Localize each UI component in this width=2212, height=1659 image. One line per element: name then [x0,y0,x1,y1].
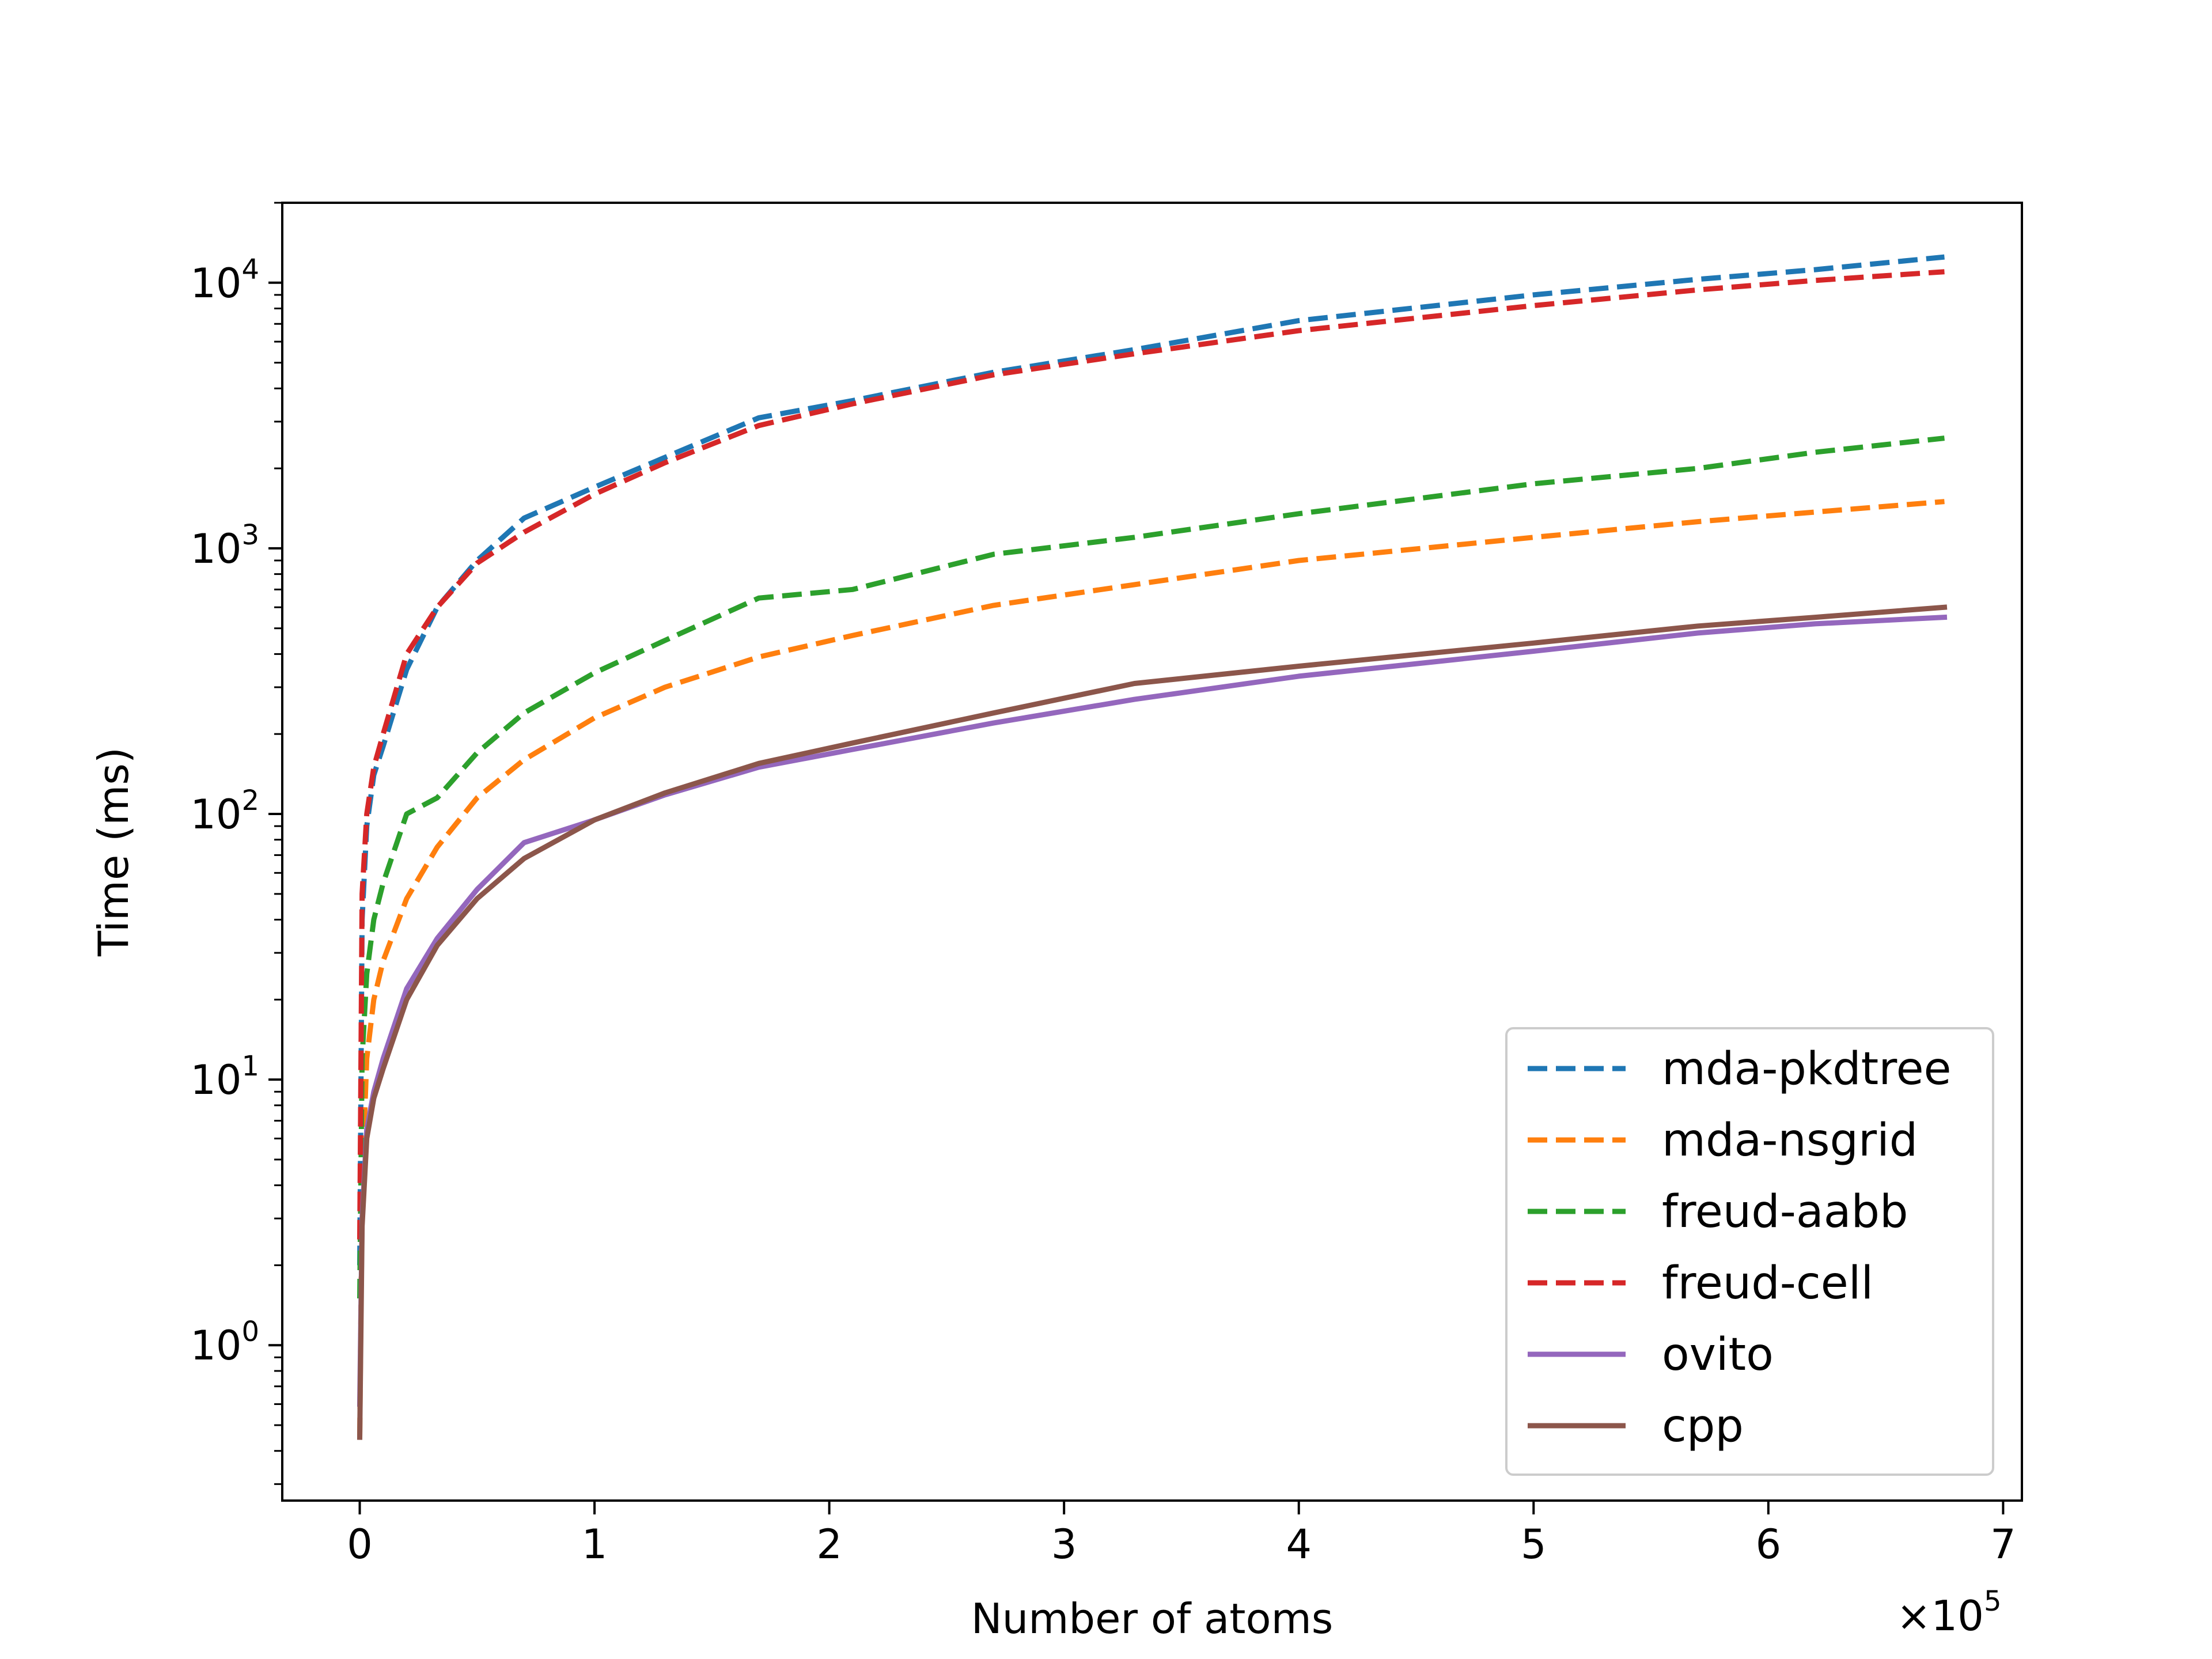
legend-label-mda-pkdtree: mda-pkdtree [1662,1043,1952,1095]
legend-label-freud-cell: freud-cell [1662,1257,1873,1309]
y-tick-label-1: 101 [190,1050,259,1104]
legend-label-ovito: ovito [1662,1329,1774,1381]
y-tick-exponent: 1 [241,1050,259,1082]
x-offset-exponent: 5 [1984,1585,2002,1618]
x-tick-label-1: 1 [582,1521,608,1568]
legend-label-mda-nsgrid: mda-nsgrid [1662,1115,1918,1166]
x-tick-label-6: 6 [1756,1521,1782,1568]
x-tick-label-3: 3 [1051,1521,1077,1568]
y-tick-label-2: 102 [190,785,259,838]
y-tick-base: 10 [190,791,241,838]
series-line-mda-nsgrid [357,499,1945,1438]
y-tick-exponent: 2 [241,785,259,817]
legend-box [1505,1027,1994,1476]
y-tick-exponent: 3 [241,519,259,551]
plot-lines [357,254,1948,1440]
x-axis-offset-label: ×105 [1896,1585,2002,1640]
ticks [268,202,2005,1514]
y-tick-exponent: 0 [241,1316,259,1348]
x-offset-base: ×10 [1896,1592,1984,1640]
legend-label-cpp: cpp [1662,1400,1744,1452]
x-axis-label: Number of atoms [971,1594,1333,1643]
x-tick-label-4: 4 [1286,1521,1312,1568]
x-tick-label-0: 0 [347,1521,373,1568]
x-tick-label-5: 5 [1521,1521,1547,1568]
y-tick-exponent: 4 [241,253,259,286]
legend-label-freud-aabb: freud-aabb [1662,1186,1908,1238]
series-line-freud-aabb [357,435,1945,1299]
axes-frame [281,202,2023,1502]
y-axis-label: Time (ms) [89,747,138,957]
y-tick-base: 10 [190,260,241,307]
y-tick-label-4: 104 [190,253,259,307]
legend: mda-pkdtree mda-nsgrid freud-aabb freud-cel… [1505,1027,1994,1476]
y-tick-base: 10 [190,1322,241,1369]
y-tick-base: 10 [190,525,241,573]
series-line-cpp [357,604,1948,1440]
y-tick-base: 10 [190,1056,241,1104]
series-line-freud-cell [357,269,1945,1240]
x-tick-label-7: 7 [1990,1521,2016,1568]
y-tick-label-3: 103 [190,519,259,573]
x-tick-label-2: 2 [816,1521,842,1568]
y-tick-label-0: 100 [190,1316,259,1369]
